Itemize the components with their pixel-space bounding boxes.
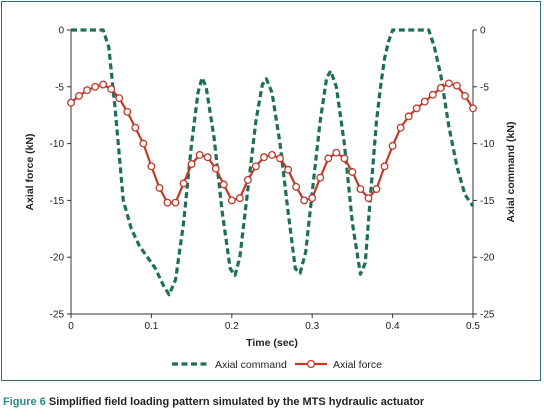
- series-line-axial-command: [71, 28, 475, 297]
- data-point-axial-force: [428, 90, 437, 99]
- right-y-tick-label: 0: [480, 26, 486, 37]
- figure-frame: 0 0.1 0.2 0.3 0.4 0.5 0 -5 -10 -15 -20 -25 0 -5 -10 -…: [1, 1, 541, 381]
- data-point-axial-force: [115, 94, 124, 103]
- caption-label: Figure 6: [3, 396, 46, 408]
- x-tick-label: 0.3: [305, 321, 319, 332]
- left-y-tick-label: -25: [50, 310, 65, 321]
- data-point-axial-force: [147, 162, 156, 171]
- data-point-axial-force: [364, 194, 373, 203]
- data-point-axial-force: [243, 175, 252, 184]
- x-tick-label: 0.2: [225, 321, 239, 332]
- data-point-axial-force: [348, 168, 357, 176]
- data-point-axial-force: [227, 196, 236, 205]
- left-y-tick-label: -15: [50, 196, 65, 207]
- x-axis-ticks: 0 0.1 0.2 0.3 0.4 0.5: [68, 314, 480, 332]
- data-point-axial-force: [139, 139, 148, 148]
- data-point-axial-force: [420, 97, 429, 106]
- legend-item-axial-force: Axial force: [295, 359, 382, 371]
- figure-caption: Figure 6 Simplified field loading patter…: [3, 396, 424, 408]
- data-point-axial-force: [452, 81, 461, 90]
- data-point-axial-force: [75, 91, 83, 100]
- data-point-axial-force: [436, 83, 445, 92]
- data-point-axial-force: [469, 104, 477, 113]
- data-point-axial-force: [268, 151, 276, 159]
- right-y-axis-label: Axial command (kN): [505, 122, 517, 223]
- data-point-axial-force: [179, 179, 188, 188]
- caption-text: Simplified field loading pattern simulat…: [45, 396, 425, 408]
- data-point-axial-force: [461, 91, 469, 100]
- data-point-axial-force: [195, 151, 204, 159]
- legend-label-axial-force: Axial force: [333, 359, 382, 371]
- data-point-axial-force: [340, 154, 349, 163]
- data-point-axial-force: [83, 86, 92, 95]
- data-point-axial-force: [163, 198, 172, 207]
- data-point-axial-force: [211, 164, 220, 173]
- data-point-axial-force: [107, 85, 116, 94]
- axes: [70, 30, 474, 315]
- data-point-axial-force: [388, 141, 397, 150]
- right-y-tick-label: -15: [480, 196, 495, 207]
- x-tick-label: 0: [68, 321, 74, 332]
- data-point-axial-force: [380, 162, 389, 171]
- data-point-axial-force: [260, 153, 268, 162]
- data-point-axial-force: [316, 173, 325, 182]
- data-point-axial-force: [332, 148, 341, 157]
- left-y-tick-label: -5: [55, 82, 64, 93]
- data-point-axial-force: [292, 182, 301, 191]
- left-y-tick-label: -20: [50, 253, 65, 264]
- data-point-axial-force: [91, 82, 100, 91]
- legend: Axial command Axial force: [172, 359, 382, 371]
- data-point-axial-force: [123, 107, 132, 116]
- data-point-axial-force: [444, 79, 453, 88]
- data-point-axial-force: [131, 123, 140, 132]
- x-tick-label: 0.1: [144, 321, 158, 332]
- data-point-axial-force: [308, 194, 317, 203]
- data-point-axial-force: [171, 198, 180, 207]
- series-layer: [67, 28, 477, 297]
- series-axial-force: [67, 79, 477, 207]
- left-y-tick-label: -10: [50, 139, 65, 150]
- data-point-axial-force: [99, 80, 108, 89]
- data-point-axial-force: [404, 112, 413, 121]
- series-axial-command: [71, 28, 475, 297]
- data-point-axial-force: [251, 162, 260, 171]
- left-y-axis-ticks: 0 -5 -10 -15 -20 -25: [50, 26, 71, 321]
- legend-label-axial-command: Axial command: [215, 359, 287, 371]
- data-point-axial-force: [356, 185, 365, 193]
- left-y-axis-label: Axial force (kN): [24, 133, 36, 210]
- chart: 0 0.1 0.2 0.3 0.4 0.5 0 -5 -10 -15 -20 -25 0 -5 -10 -…: [24, 26, 517, 372]
- data-point-axial-force: [276, 154, 284, 163]
- right-y-axis-ticks: 0 -5 -10 -15 -20 -25: [473, 26, 495, 321]
- data-point-axial-force: [203, 153, 212, 162]
- data-point-axial-force: [235, 194, 244, 203]
- data-point-axial-force: [155, 183, 164, 192]
- data-point-axial-force: [396, 123, 405, 132]
- legend-item-axial-command: Axial command: [172, 359, 287, 371]
- legend-marker-axial-force: [306, 359, 316, 369]
- right-y-tick-label: -5: [480, 82, 489, 93]
- right-y-tick-label: -10: [480, 139, 495, 150]
- data-point-axial-force: [187, 160, 196, 168]
- x-axis-label: Time (sec): [246, 337, 298, 349]
- data-point-axial-force: [284, 165, 293, 174]
- left-y-tick-label: 0: [58, 26, 64, 37]
- data-point-axial-force: [67, 98, 75, 107]
- data-point-axial-force: [324, 154, 333, 163]
- data-point-axial-force: [372, 185, 381, 193]
- data-point-axial-force: [412, 104, 421, 113]
- x-tick-label: 0.5: [466, 321, 480, 332]
- data-point-axial-force: [300, 196, 309, 205]
- x-tick-label: 0.4: [386, 321, 400, 332]
- right-y-tick-label: -20: [480, 253, 495, 264]
- data-point-axial-force: [219, 180, 228, 189]
- right-y-tick-label: -25: [480, 310, 495, 321]
